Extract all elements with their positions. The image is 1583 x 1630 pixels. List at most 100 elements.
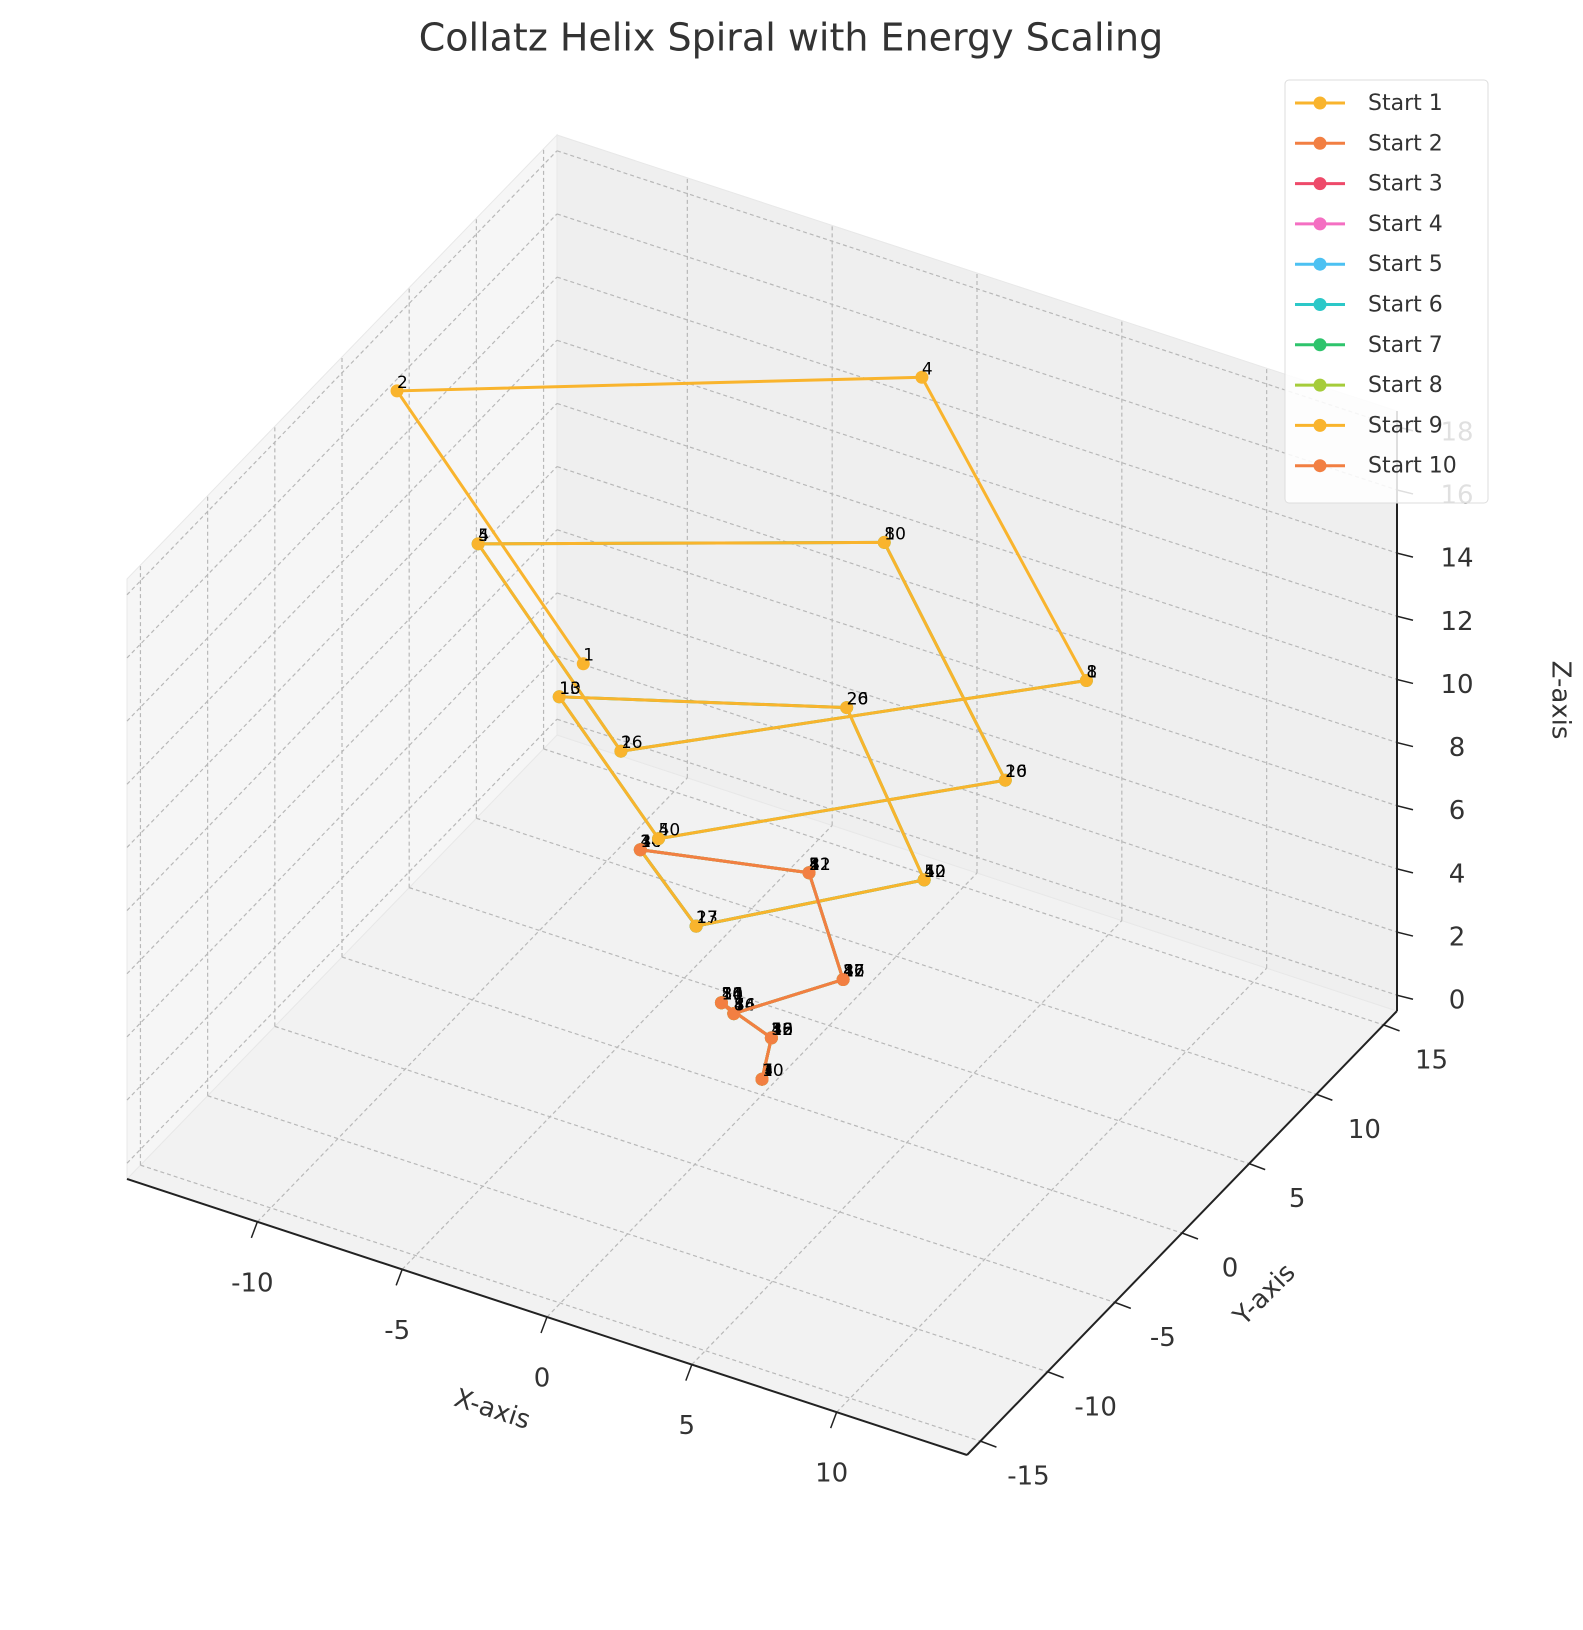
grid-line — [126, 655, 558, 1101]
x-tick-label: 10 — [815, 1459, 848, 1489]
z-axis-label: Z-axis — [1546, 661, 1576, 740]
data-point — [1079, 674, 1093, 688]
grid-line — [476, 817, 1317, 1095]
grid-line — [256, 777, 688, 1223]
point-label: 1 — [762, 1061, 773, 1081]
grid-line — [126, 339, 558, 785]
grid-line — [556, 402, 1398, 680]
z-tick-label: 12 — [1440, 607, 1473, 637]
point-label: 17 — [696, 908, 718, 928]
y-tick-mark — [1047, 1371, 1064, 1379]
point-label: 2 — [771, 1020, 782, 1040]
point-label: 5 — [771, 1020, 782, 1040]
point-label: 16 — [721, 985, 743, 1005]
legend-label: Start 8 — [1368, 373, 1443, 398]
point-label: 2 — [621, 733, 632, 753]
y-tick-label: 10 — [1348, 1115, 1381, 1145]
point-label: 3 — [762, 1061, 773, 1081]
point-label: 26 — [847, 690, 869, 710]
data-point — [390, 384, 404, 398]
point-label: 5 — [762, 1061, 773, 1081]
point-label: 1 — [696, 908, 707, 928]
y-tick-mark — [980, 1440, 997, 1448]
grid-line — [556, 150, 1398, 428]
point-label: 20 — [1005, 762, 1027, 782]
grid-line — [556, 276, 1398, 554]
point-label: 1 — [771, 1020, 782, 1040]
grid-line — [126, 718, 558, 1164]
point-label: 5 — [478, 526, 489, 546]
point-label: 8 — [884, 524, 895, 544]
x-tick-mark — [250, 1221, 259, 1239]
data-point — [652, 832, 666, 846]
point-label: 8 — [734, 996, 745, 1016]
point-label: 8 — [809, 855, 820, 875]
point-label: 52 — [924, 862, 946, 882]
data-point — [471, 537, 485, 551]
x-tick-label: -5 — [384, 1316, 410, 1346]
data-point — [714, 996, 728, 1010]
z-tick-mark — [1396, 552, 1414, 558]
point-label: 8 — [843, 962, 854, 982]
point-label: 2 — [843, 962, 854, 982]
point-label: 3 — [771, 1020, 782, 1040]
legend-label: Start 1 — [1368, 91, 1443, 116]
grid-line — [274, 1025, 1115, 1303]
grid-line — [556, 466, 1398, 744]
data-point — [917, 873, 931, 887]
data-point — [576, 657, 590, 671]
legend-marker — [1313, 418, 1327, 432]
point-label: 6 — [762, 1061, 773, 1081]
data-point — [998, 773, 1012, 787]
point-label: 8 — [721, 985, 732, 1005]
legend-marker — [1313, 217, 1327, 231]
grid-line — [556, 529, 1398, 807]
legend-marker — [1313, 378, 1327, 392]
point-label: 4 — [640, 832, 651, 852]
y-tick-label: 5 — [1289, 1184, 1306, 1214]
x-axis-label: X-axis — [450, 1383, 533, 1436]
y-tick-mark — [1114, 1301, 1132, 1310]
grid-line — [341, 956, 1183, 1234]
point-label: 16 — [621, 733, 643, 753]
legend-label: Start 4 — [1368, 212, 1443, 237]
point-label: 7 — [734, 996, 745, 1016]
data-point — [877, 535, 891, 549]
x-tick-label: 0 — [534, 1364, 551, 1394]
y-tick-mark — [1181, 1232, 1199, 1240]
data-point — [552, 690, 566, 704]
z-tick-label: 2 — [1449, 923, 1466, 953]
legend-marker — [1313, 338, 1327, 352]
point-label: 4 — [478, 526, 489, 546]
grid-line — [126, 213, 558, 659]
data-point — [689, 919, 703, 933]
grid-line — [126, 592, 558, 1038]
grid-line — [126, 403, 558, 848]
data-point — [755, 1072, 769, 1086]
y-tick-label: -15 — [1007, 1462, 1049, 1492]
z-tick-mark — [1396, 868, 1414, 874]
point-label: 4 — [809, 855, 820, 875]
data-point — [802, 866, 816, 880]
legend-marker — [1313, 459, 1327, 473]
grid-line — [556, 213, 1398, 491]
z-tick-label: 4 — [1449, 859, 1466, 889]
z-tick-mark — [1396, 805, 1414, 811]
grid-line — [126, 276, 558, 722]
point-label: 5 — [659, 821, 670, 841]
x-tick-mark — [685, 1364, 693, 1381]
point-label: 4 — [734, 996, 745, 1016]
point-label: 2 — [696, 908, 707, 928]
grid-line — [126, 529, 558, 975]
legend: Start 1 Start 2 Start 3 Start 4 Start 5 Start… — [1284, 79, 1489, 504]
chart-title: Collatz Helix Spiral with Energy Scaling — [419, 16, 1164, 60]
point-label: 4 — [762, 1061, 773, 1081]
data-point — [727, 1007, 741, 1021]
z-tick-label: 0 — [1449, 986, 1466, 1016]
legend-label: Start 10 — [1368, 454, 1457, 479]
point-label: 8 — [762, 1061, 773, 1081]
point-label: 1 — [809, 855, 820, 875]
legend-label: Start 6 — [1368, 293, 1443, 318]
point-label: 4 — [843, 962, 854, 982]
